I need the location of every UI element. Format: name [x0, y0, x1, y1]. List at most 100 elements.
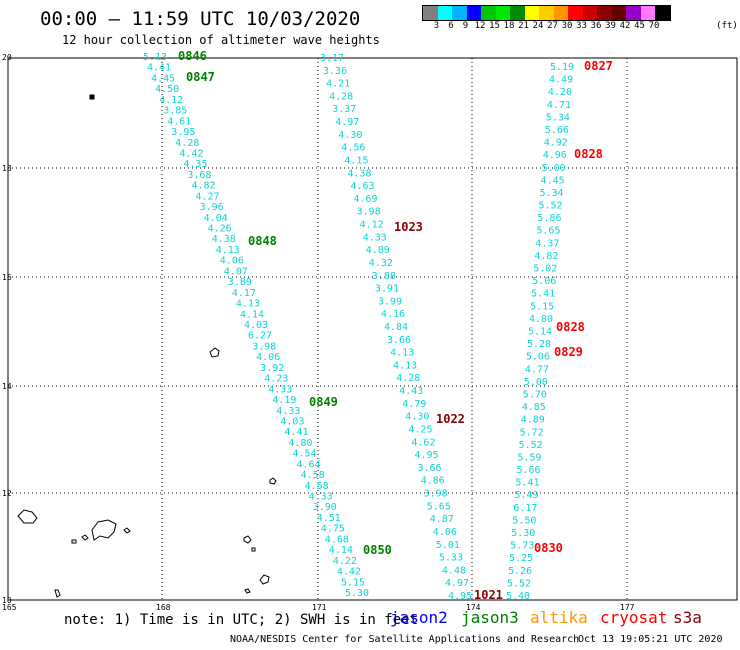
scale-tick-label: 6	[448, 21, 454, 31]
wave-height-value: 4.14	[240, 309, 264, 320]
wave-height-value: 5.15	[530, 301, 554, 312]
wave-height-value: 4.63	[351, 181, 375, 192]
scale-tick-label: 45	[634, 21, 645, 31]
wave-height-value: 4.33	[309, 492, 333, 503]
time-label: 0848	[248, 234, 277, 248]
page-title: 00:00 – 11:59 UTC 10/03/2020	[40, 8, 361, 30]
wave-height-value: 4.45	[151, 73, 175, 84]
scale-tick-label: 33	[576, 21, 587, 31]
time-label: 0850	[363, 543, 392, 557]
time-label: 1022	[436, 412, 465, 426]
scale-swatch	[495, 6, 510, 20]
wave-height-value: 4.35	[183, 159, 207, 170]
wave-height-value: 5.41	[515, 478, 539, 489]
wave-height-value: 4.19	[272, 395, 296, 406]
page-subtitle: 12 hour collection of altimeter wave hei…	[62, 33, 380, 47]
scale-swatch	[597, 6, 612, 20]
wave-height-value: 5.06	[526, 352, 550, 363]
grid-lines	[8, 58, 737, 600]
wave-height-value: 4.50	[155, 84, 179, 95]
y-tick-20: 20	[2, 53, 12, 62]
wave-height-value: 4.33	[268, 384, 292, 395]
wave-height-value: 3.68	[187, 170, 211, 181]
wave-height-value: 4.17	[232, 288, 256, 299]
wave-height-value: 4.82	[192, 181, 216, 192]
wave-height-value: 4.87	[430, 514, 454, 525]
wave-height-value: 4.62	[411, 437, 435, 448]
scale-swatch	[466, 6, 481, 20]
wave-height-value: 4.54	[293, 449, 317, 460]
wave-height-value: 3.85	[163, 106, 187, 117]
mission-cryosat: cryosat	[600, 608, 668, 627]
wave-height-value: 5.52	[519, 440, 543, 451]
wave-height-value: 5.70	[523, 390, 547, 401]
wave-height-value: 3.98	[357, 207, 381, 218]
wave-height-value: 4.27	[196, 191, 220, 202]
wave-height-value: 4.61	[167, 116, 191, 127]
time-label: 1021	[474, 588, 503, 602]
generated-date: Oct 13 19:05:21 UTC 2020	[578, 634, 723, 645]
wave-height-value: 4.51	[317, 513, 341, 524]
wave-height-value: 4.16	[381, 309, 405, 320]
wave-height-value: 4.86	[421, 476, 445, 487]
scale-tick-label: 9	[462, 21, 469, 31]
wave-height-value: 5.25	[509, 553, 533, 564]
altimeter-tracks: 5.134.414.454.504.123.854.613.954.284.42…	[143, 49, 613, 602]
wave-height-value: 5.59	[518, 453, 542, 464]
wave-height-value: 4.23	[264, 374, 288, 385]
wave-height-value: 3.99	[378, 296, 402, 307]
wave-height-value: 3.37	[332, 104, 356, 115]
wave-height-value: 5.01	[436, 540, 460, 551]
wave-height-value: 4.48	[442, 565, 466, 576]
wave-height-value: 4.41	[147, 63, 171, 74]
y-tick-16: 16	[2, 273, 12, 282]
wave-height-value: 4.96	[543, 150, 567, 161]
wave-height-value: 4.13	[216, 245, 240, 256]
wave-height-value: 4.13	[236, 299, 260, 310]
wave-height-value: 5.50	[512, 515, 536, 526]
wave-height-value: 4.80	[529, 314, 553, 325]
scale-tick-label: 42	[619, 21, 631, 31]
wave-height-value: 3.89	[228, 277, 252, 288]
wave-height-value: 4.92	[544, 138, 568, 149]
wave-height-value: 3.91	[375, 284, 399, 295]
wave-height-value: 4.56	[341, 143, 365, 154]
wave-height-value: 4.80	[288, 438, 312, 449]
wave-height-value: 4.97	[335, 117, 359, 128]
scale-swatch	[582, 6, 597, 20]
wave-height-value: 4.12	[159, 95, 183, 106]
wave-height-value: 4.89	[521, 415, 545, 426]
wave-height-value: 4.12	[360, 220, 384, 231]
wave-height-value: 4.58	[301, 470, 325, 481]
wave-height-value: 5.28	[527, 339, 551, 350]
x-tick-168: 168	[156, 603, 171, 612]
wave-height-value: 3.66	[418, 463, 442, 474]
wave-height-value: 5.72	[520, 427, 544, 438]
wave-height-value: 5.66	[517, 465, 541, 476]
wave-height-value: 4.38	[212, 234, 236, 245]
wave-height-value: 5.52	[539, 201, 563, 212]
wave-height-value: 4.42	[337, 567, 361, 578]
time-label: 0847	[186, 70, 215, 84]
wave-height-value: 5.06	[532, 276, 556, 287]
mission-jason3: jason3	[461, 608, 519, 627]
wave-height-value: 4.42	[179, 149, 203, 160]
wave-height-value: 4.28	[396, 373, 420, 384]
scale-tick-label: 18	[503, 21, 515, 31]
wave-height-value: 4.64	[297, 459, 321, 470]
wave-height-value: 4.95	[448, 591, 472, 602]
wave-height-value: 4.06	[220, 256, 244, 267]
scale-tick-label: 3	[433, 21, 440, 31]
wave-height-value: 5.34	[546, 112, 570, 123]
x-tick-171: 171	[312, 603, 327, 612]
wave-height-value: 3.98	[424, 489, 448, 500]
map-frame	[7, 57, 738, 601]
time-label: 0828	[556, 320, 585, 334]
wave-height-value: 4.97	[445, 578, 469, 589]
scale-tick-label: 36	[590, 21, 602, 31]
y-tick-14: 14	[2, 382, 12, 391]
wave-height-value: 4.38	[347, 168, 371, 179]
y-tick-18: 18	[2, 164, 12, 173]
wave-height-value: 5.41	[531, 289, 555, 300]
